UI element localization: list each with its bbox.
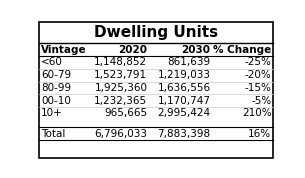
Text: 1,219,033: 1,219,033 <box>158 70 210 80</box>
Text: 60-79: 60-79 <box>41 70 71 80</box>
Text: 1,636,556: 1,636,556 <box>157 83 210 93</box>
Text: Total: Total <box>41 129 66 139</box>
Text: % Change: % Change <box>213 45 271 55</box>
Text: 2020: 2020 <box>118 45 147 55</box>
Text: -5%: -5% <box>251 96 271 106</box>
Text: -15%: -15% <box>245 83 271 93</box>
Text: 2030: 2030 <box>181 45 210 55</box>
Text: 1,232,365: 1,232,365 <box>94 96 147 106</box>
Text: 861,639: 861,639 <box>167 57 210 67</box>
Text: Vintage: Vintage <box>41 45 87 55</box>
Text: 80-99: 80-99 <box>41 83 71 93</box>
Text: 00-10: 00-10 <box>41 96 71 106</box>
Text: 210%: 210% <box>242 108 271 118</box>
Text: 16%: 16% <box>248 129 271 139</box>
Text: Dwelling Units: Dwelling Units <box>94 25 218 40</box>
Text: 10+: 10+ <box>41 108 63 118</box>
Text: <60: <60 <box>41 57 63 67</box>
Text: 1,170,747: 1,170,747 <box>158 96 210 106</box>
Text: 1,925,360: 1,925,360 <box>95 83 147 93</box>
Text: 6,796,033: 6,796,033 <box>95 129 147 139</box>
Text: 1,148,852: 1,148,852 <box>94 57 147 67</box>
Text: 2,995,424: 2,995,424 <box>157 108 210 118</box>
Text: -25%: -25% <box>245 57 271 67</box>
Text: -20%: -20% <box>245 70 271 80</box>
Text: 965,665: 965,665 <box>104 108 147 118</box>
Text: 7,883,398: 7,883,398 <box>157 129 210 139</box>
FancyBboxPatch shape <box>39 22 273 158</box>
Text: 1,523,791: 1,523,791 <box>94 70 147 80</box>
